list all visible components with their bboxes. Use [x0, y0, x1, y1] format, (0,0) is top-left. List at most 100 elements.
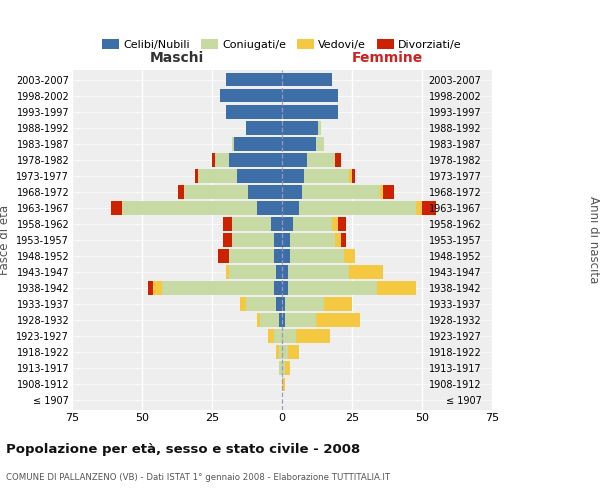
- Bar: [282, 378, 285, 391]
- Bar: [335, 233, 341, 247]
- Bar: [277, 298, 282, 311]
- Bar: [290, 249, 344, 263]
- Bar: [212, 153, 215, 166]
- Bar: [257, 201, 282, 214]
- Bar: [332, 217, 338, 231]
- Bar: [257, 314, 260, 327]
- Bar: [282, 314, 285, 327]
- Bar: [282, 105, 338, 118]
- Bar: [349, 266, 383, 279]
- Bar: [282, 121, 319, 134]
- Bar: [226, 105, 282, 118]
- Bar: [226, 266, 229, 279]
- Text: COMUNE DI PALLANZENO (VB) - Dati ISTAT 1° gennaio 2008 - Elaborazione TUTTITALIA: COMUNE DI PALLANZENO (VB) - Dati ISTAT 1…: [6, 472, 390, 482]
- Bar: [290, 233, 335, 247]
- Text: Popolazione per età, sesso e stato civile - 2008: Popolazione per età, sesso e stato civil…: [6, 442, 360, 456]
- Bar: [285, 314, 316, 327]
- Bar: [282, 346, 287, 359]
- Bar: [383, 185, 394, 198]
- Bar: [232, 233, 274, 247]
- Bar: [282, 249, 290, 263]
- Bar: [195, 169, 198, 182]
- Bar: [245, 298, 277, 311]
- Bar: [338, 217, 346, 231]
- Bar: [282, 330, 296, 343]
- Bar: [111, 201, 122, 214]
- Bar: [299, 201, 416, 214]
- Bar: [279, 362, 282, 375]
- Bar: [215, 153, 229, 166]
- Bar: [352, 169, 355, 182]
- Bar: [274, 282, 282, 295]
- Bar: [260, 314, 279, 327]
- Bar: [277, 266, 282, 279]
- Bar: [380, 185, 383, 198]
- Bar: [277, 346, 279, 359]
- Bar: [198, 169, 237, 182]
- Bar: [232, 217, 271, 231]
- Bar: [307, 153, 335, 166]
- Bar: [296, 330, 329, 343]
- Bar: [344, 249, 355, 263]
- Bar: [279, 346, 282, 359]
- Bar: [223, 233, 232, 247]
- Bar: [287, 346, 299, 359]
- Bar: [220, 89, 282, 102]
- Bar: [282, 89, 338, 102]
- Bar: [282, 73, 332, 86]
- Bar: [223, 217, 232, 231]
- Bar: [316, 137, 324, 150]
- Bar: [341, 233, 346, 247]
- Bar: [293, 217, 332, 231]
- Bar: [287, 266, 349, 279]
- Bar: [316, 314, 361, 327]
- Bar: [245, 121, 282, 134]
- Bar: [416, 201, 422, 214]
- Bar: [178, 185, 184, 198]
- Bar: [274, 249, 282, 263]
- Bar: [282, 169, 304, 182]
- Bar: [285, 362, 290, 375]
- Text: Femmine: Femmine: [352, 51, 422, 65]
- Bar: [287, 282, 377, 295]
- Bar: [218, 249, 229, 263]
- Bar: [240, 298, 245, 311]
- Bar: [271, 217, 282, 231]
- Bar: [282, 153, 307, 166]
- Bar: [274, 233, 282, 247]
- Bar: [274, 330, 282, 343]
- Bar: [302, 185, 380, 198]
- Bar: [282, 298, 285, 311]
- Bar: [377, 282, 416, 295]
- Bar: [232, 137, 235, 150]
- Bar: [282, 282, 287, 295]
- Bar: [268, 330, 274, 343]
- Text: Maschi: Maschi: [150, 51, 204, 65]
- Legend: Celibi/Nubili, Coniugati/e, Vedovi/e, Divorziati/e: Celibi/Nubili, Coniugati/e, Vedovi/e, Di…: [98, 35, 466, 54]
- Bar: [153, 282, 161, 295]
- Bar: [161, 282, 274, 295]
- Y-axis label: Fasce di età: Fasce di età: [0, 205, 11, 275]
- Bar: [349, 169, 352, 182]
- Bar: [282, 201, 299, 214]
- Bar: [229, 249, 274, 263]
- Bar: [324, 298, 352, 311]
- Bar: [229, 153, 282, 166]
- Bar: [248, 185, 282, 198]
- Bar: [237, 169, 282, 182]
- Bar: [226, 73, 282, 86]
- Bar: [422, 201, 436, 214]
- Bar: [282, 185, 302, 198]
- Bar: [319, 121, 321, 134]
- Text: Anni di nascita: Anni di nascita: [587, 196, 600, 284]
- Bar: [285, 298, 324, 311]
- Bar: [279, 314, 282, 327]
- Bar: [282, 266, 287, 279]
- Bar: [229, 266, 277, 279]
- Bar: [148, 282, 153, 295]
- Bar: [282, 137, 316, 150]
- Bar: [122, 201, 257, 214]
- Bar: [282, 233, 290, 247]
- Bar: [235, 137, 282, 150]
- Bar: [282, 217, 293, 231]
